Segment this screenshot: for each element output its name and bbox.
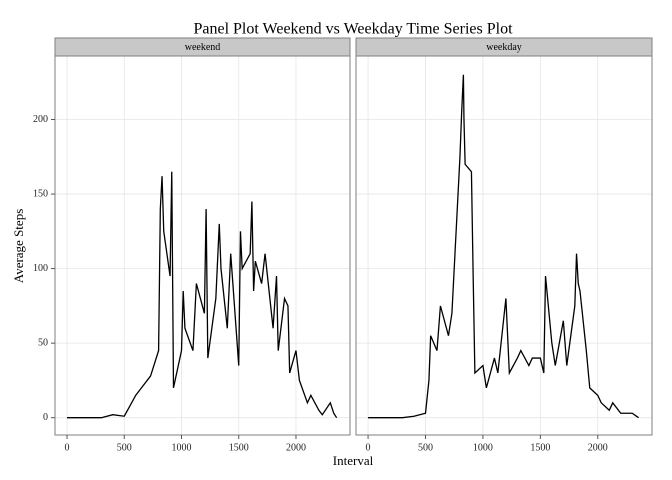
x-tick-label: 500	[117, 442, 132, 453]
x-tick-label: 0	[65, 442, 70, 453]
y-tick-label: 200	[33, 114, 48, 125]
series-line	[368, 74, 639, 419]
strip	[54, 37, 351, 57]
x-tick-label: 2000	[286, 442, 306, 453]
strip-label: weekday	[486, 42, 522, 53]
x-tick-label: 2000	[588, 442, 608, 453]
y-tick-label: 0	[43, 412, 48, 423]
strip-label: weekend	[185, 42, 221, 53]
x-tick-label: 1500	[229, 442, 249, 453]
x-tick-label: 1000	[171, 442, 191, 453]
series-line	[67, 171, 338, 419]
strip	[355, 37, 653, 57]
chart-title: Panel Plot Weekend vs Weekday Time Serie…	[193, 21, 513, 38]
x-axis-title: Interval	[333, 453, 374, 468]
x-tick-label: 1500	[530, 442, 550, 453]
x-tick-label: 0	[366, 442, 371, 453]
y-tick-label: 50	[38, 337, 48, 348]
x-tick-label: 1000	[473, 442, 493, 453]
y-tick-label: 150	[33, 188, 48, 199]
panel-background	[356, 56, 652, 435]
panel-background	[55, 56, 350, 435]
y-tick-label: 100	[33, 263, 48, 274]
y-axis-title: Average Steps	[11, 209, 26, 283]
x-tick-label: 500	[418, 442, 433, 453]
